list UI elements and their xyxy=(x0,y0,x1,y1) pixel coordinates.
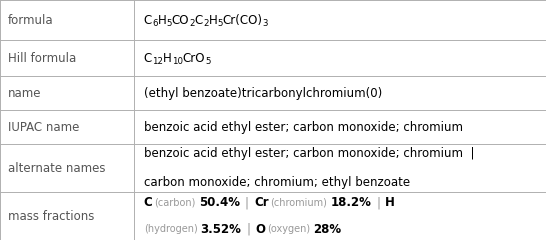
Bar xyxy=(0,110,546,144)
Text: formula: formula xyxy=(8,14,54,27)
Text: C: C xyxy=(144,14,152,27)
Text: 5: 5 xyxy=(205,57,211,66)
Text: |: | xyxy=(246,223,251,236)
Text: 3: 3 xyxy=(263,19,268,28)
Text: |: | xyxy=(376,196,380,209)
Text: IUPAC name: IUPAC name xyxy=(8,120,79,134)
Text: 12: 12 xyxy=(152,57,163,66)
Text: H: H xyxy=(163,52,172,65)
Text: benzoic acid ethyl ester; carbon monoxide; chromium  |: benzoic acid ethyl ester; carbon monoxid… xyxy=(144,147,474,160)
Text: 28%: 28% xyxy=(313,223,342,236)
Text: Cr(CO): Cr(CO) xyxy=(223,14,263,27)
Text: 2: 2 xyxy=(203,19,209,28)
Text: H: H xyxy=(385,196,395,209)
Text: 5: 5 xyxy=(217,19,223,28)
Bar xyxy=(0,76,546,110)
Text: (chromium): (chromium) xyxy=(270,198,328,208)
Text: name: name xyxy=(8,87,41,100)
Text: benzoic acid ethyl ester; carbon monoxide; chromium: benzoic acid ethyl ester; carbon monoxid… xyxy=(144,120,463,134)
Bar xyxy=(0,192,546,240)
Text: Hill formula: Hill formula xyxy=(8,52,76,65)
Text: 6: 6 xyxy=(152,19,157,28)
Text: C: C xyxy=(195,14,203,27)
Text: (carbon): (carbon) xyxy=(155,198,196,208)
Bar xyxy=(0,144,546,192)
Text: H: H xyxy=(157,14,167,27)
Text: CrO: CrO xyxy=(183,52,205,65)
Text: (hydrogen): (hydrogen) xyxy=(144,224,198,234)
Text: 5: 5 xyxy=(167,19,172,28)
Bar xyxy=(0,40,546,76)
Text: H: H xyxy=(209,14,217,27)
Text: 50.4%: 50.4% xyxy=(199,196,240,209)
Text: |: | xyxy=(245,196,249,209)
Text: 2: 2 xyxy=(189,19,195,28)
Text: (oxygen): (oxygen) xyxy=(268,224,311,234)
Text: CO: CO xyxy=(172,14,189,27)
Text: 10: 10 xyxy=(172,57,183,66)
Text: O: O xyxy=(256,223,265,236)
Text: 18.2%: 18.2% xyxy=(330,196,371,209)
Bar xyxy=(0,0,546,40)
Text: C: C xyxy=(144,52,152,65)
Text: 3.52%: 3.52% xyxy=(200,223,241,236)
Text: carbon monoxide; chromium; ethyl benzoate: carbon monoxide; chromium; ethyl benzoat… xyxy=(144,176,410,189)
Text: Cr: Cr xyxy=(254,196,269,209)
Text: C: C xyxy=(144,196,152,209)
Text: alternate names: alternate names xyxy=(8,162,105,174)
Text: mass fractions: mass fractions xyxy=(8,210,94,222)
Text: (ethyl benzoate)tricarbonylchromium(0): (ethyl benzoate)tricarbonylchromium(0) xyxy=(144,87,382,100)
